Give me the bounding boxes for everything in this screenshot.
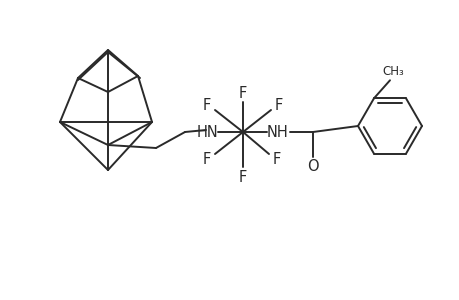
Text: F: F: [202, 98, 211, 112]
Text: O: O: [307, 158, 318, 173]
Text: NH: NH: [267, 124, 288, 140]
Text: F: F: [238, 85, 246, 100]
Text: F: F: [272, 152, 280, 166]
Text: HN: HN: [197, 124, 218, 140]
Text: F: F: [238, 169, 246, 184]
Text: CH₃: CH₃: [381, 65, 403, 78]
Text: F: F: [274, 98, 282, 112]
Text: F: F: [202, 152, 211, 166]
